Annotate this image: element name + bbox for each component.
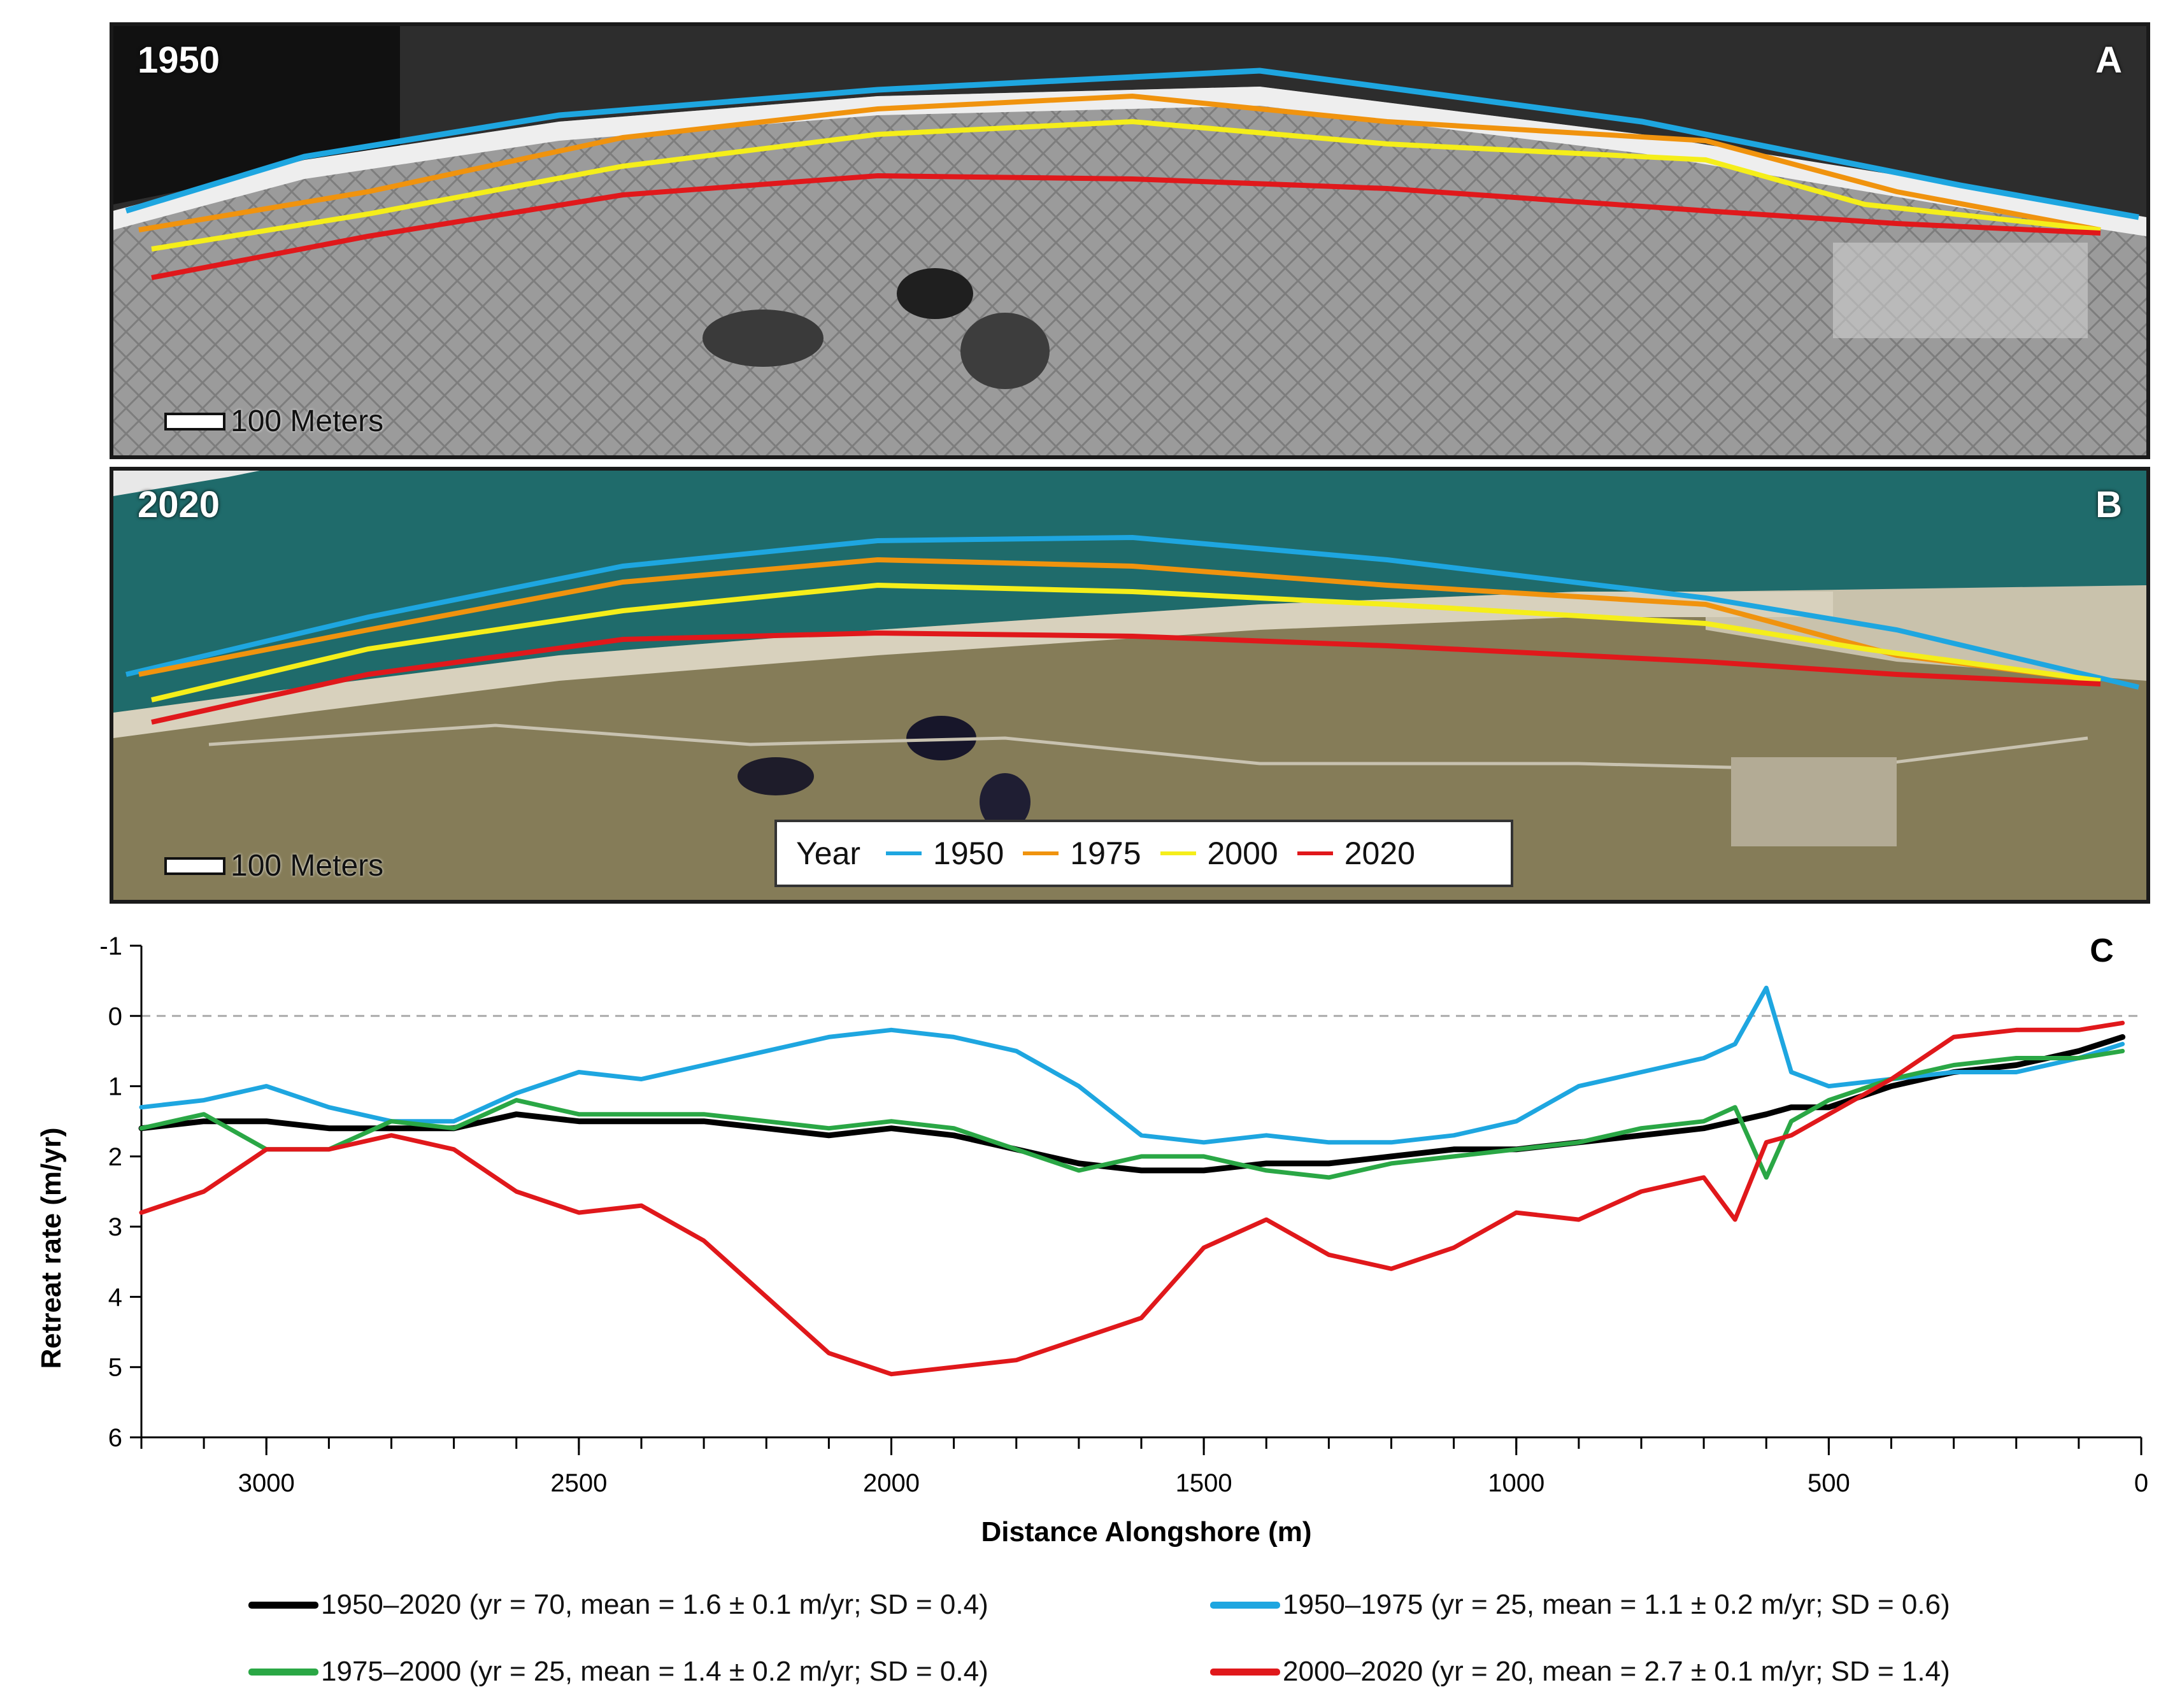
shoreline-1950	[125, 68, 2139, 220]
y-tick-label: -1	[99, 932, 122, 960]
x-tick-label: 2500	[550, 1469, 607, 1497]
legend-label: 1950–2020 (yr = 70, mean = 1.6 ± 0.1 m/y…	[321, 1589, 988, 1620]
series-1950-2020-line	[138, 1034, 2126, 1174]
map-legend-item: 1975	[1023, 835, 1141, 872]
scalebar-label: 100 Meters	[231, 849, 384, 883]
panel-b-year: 2020	[138, 484, 220, 525]
settlement	[1731, 757, 1897, 846]
y-tick-label: 4	[108, 1283, 122, 1311]
shoreline-2000	[151, 582, 2101, 702]
x-tick-label: 500	[1808, 1469, 1850, 1497]
y-axis-label: Retreat rate (m/yr)	[36, 1127, 67, 1369]
y-tick-label: 6	[108, 1424, 122, 1452]
map-legend-label: 2020	[1344, 836, 1415, 871]
lake	[738, 757, 814, 795]
retreat-rate-chart: -1 0 1 2 3 4 5 6 3000 2500 2000 1500 1000 500 0 C Dist…	[36, 932, 2148, 1548]
legend-swatch-2000	[1160, 851, 1196, 855]
legend-swatch	[1210, 1668, 1280, 1676]
y-tick-label: 5	[108, 1354, 122, 1382]
legend-label: 2000–2020 (yr = 20, mean = 2.7 ± 0.1 m/y…	[1283, 1656, 1950, 1687]
y-tick-label: 3	[108, 1213, 122, 1241]
panel-a-letter: A	[2095, 39, 2122, 81]
series-1950-1975-line	[139, 985, 2125, 1145]
y-tick-label: 1	[108, 1073, 122, 1101]
y-tick-label: 2	[108, 1143, 122, 1171]
beach-strip	[113, 87, 2146, 236]
lake	[897, 268, 973, 319]
map-legend-label: 1975	[1070, 836, 1141, 871]
panel-a-map	[113, 26, 2146, 455]
legend-swatch-1950	[886, 851, 922, 855]
shoreline-1975	[138, 93, 2101, 232]
scalebar-label: 100 Meters	[231, 404, 384, 438]
map-legend-label: 1950	[933, 836, 1004, 871]
panel-b-scalebar: 100 Meters	[164, 848, 383, 883]
legend-entry-1950-1975: 1950–1975 (yr = 25, mean = 1.1 ± 0.2 m/y…	[1210, 1589, 1950, 1621]
shoreline-1975	[138, 557, 2101, 683]
chart-series	[138, 985, 2126, 1377]
sea-area	[113, 26, 2146, 217]
series-2000-2020-line	[139, 1020, 2125, 1377]
x-tick-label: 2000	[863, 1469, 920, 1497]
settlement	[1833, 243, 2088, 338]
legend-label: 1950–1975 (yr = 25, mean = 1.1 ± 0.2 m/y…	[1283, 1589, 1950, 1620]
legend-swatch	[1210, 1601, 1280, 1609]
x-tick-label: 1000	[1488, 1469, 1544, 1497]
series-1975-2000-line	[139, 1048, 2125, 1180]
map-legend-label: 2000	[1207, 836, 1278, 871]
y-tick-label: 0	[108, 1002, 122, 1030]
shoreline-1950	[125, 534, 2139, 690]
legend-swatch	[248, 1601, 318, 1609]
panel-c-letter: C	[2090, 932, 2114, 969]
scalebar-box	[164, 857, 225, 875]
shoreline-2020	[151, 173, 2101, 280]
legend-swatch-2020	[1297, 851, 1333, 855]
legend-swatch-1975	[1023, 851, 1059, 855]
lake	[702, 310, 824, 367]
legend-swatch	[248, 1668, 318, 1676]
map-legend-item: 2020	[1297, 835, 1415, 872]
map-legend: Year 1950 1975 2000 2020	[774, 820, 1513, 887]
panel-a-scalebar: 100 Meters	[164, 404, 383, 439]
x-axis-label: Distance Alongshore (m)	[981, 1516, 1311, 1548]
panel-a-1950-image: 1950 A 100 Meters	[110, 22, 2150, 459]
beach-strip	[113, 592, 1833, 738]
shoreline-2020	[151, 630, 2101, 725]
legend-label: 1975–2000 (yr = 25, mean = 1.4 ± 0.2 m/y…	[321, 1656, 988, 1687]
map-legend-item: 2000	[1160, 835, 1278, 872]
legend-entry-1950-2020: 1950–2020 (yr = 70, mean = 1.6 ± 0.1 m/y…	[248, 1589, 988, 1621]
scalebar-box	[164, 412, 225, 431]
lake	[980, 773, 1030, 830]
map-legend-title: Year	[796, 836, 861, 871]
x-tick-label: 1500	[1176, 1469, 1232, 1497]
legend-entry-1975-2000: 1975–2000 (yr = 25, mean = 1.4 ± 0.2 m/y…	[248, 1656, 988, 1688]
x-tick-label: 0	[2134, 1469, 2148, 1497]
chart-axes: -1 0 1 2 3 4 5 6 3000 2500 2000 1500 1000 500 0	[99, 932, 2148, 1497]
map-legend-item: 1950	[886, 835, 1004, 872]
shoreline-2000	[151, 118, 2101, 252]
panel-a-year: 1950	[138, 39, 220, 81]
x-tick-label: 3000	[238, 1469, 295, 1497]
panel-b-letter: B	[2095, 484, 2122, 525]
panel-b-2020-image: 2020 B 100 Meters Year 1950 1975 2000 20…	[110, 467, 2150, 904]
panel-b-map	[113, 471, 2146, 900]
lake	[960, 313, 1050, 389]
ice-floe	[113, 471, 260, 496]
legend-entry-2000-2020: 2000–2020 (yr = 20, mean = 2.7 ± 0.1 m/y…	[1210, 1656, 1950, 1688]
